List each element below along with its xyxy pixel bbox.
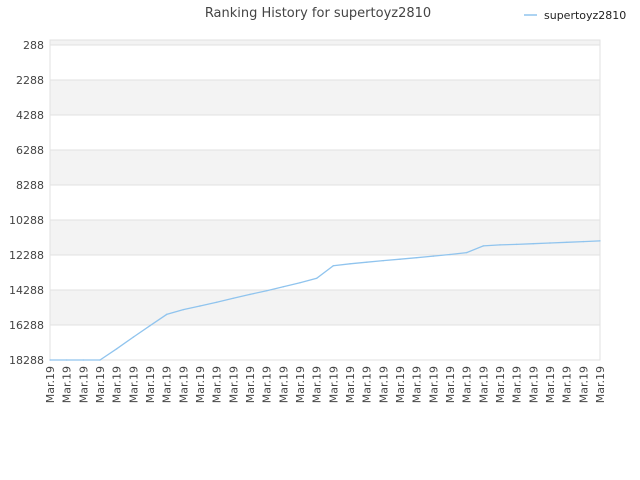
chart-title: Ranking History for supertoyz2810 xyxy=(205,6,431,21)
data-point xyxy=(232,297,235,300)
data-point xyxy=(199,305,201,307)
x-tick-label: Mar.19 xyxy=(561,366,574,403)
data-point xyxy=(499,244,501,246)
plot-band xyxy=(50,80,600,115)
x-tick-label: Mar.19 xyxy=(127,366,140,403)
data-point xyxy=(415,256,418,259)
data-point xyxy=(432,255,435,257)
y-tick-label: 4288 xyxy=(16,109,44,122)
data-point xyxy=(115,348,118,350)
x-tick-label: Mar.19 xyxy=(444,366,457,403)
data-point xyxy=(165,313,168,316)
data-point xyxy=(99,359,101,361)
data-point xyxy=(365,261,368,264)
data-point xyxy=(482,245,485,247)
x-tick-label: Mar.19 xyxy=(394,366,407,403)
data-point xyxy=(315,277,318,280)
plot-band xyxy=(50,325,600,360)
y-tick-label: 14288 xyxy=(9,284,44,297)
x-tick-label: Mar.19 xyxy=(244,366,257,403)
x-tick-label: Mar.19 xyxy=(461,366,474,403)
y-tick-label: 16288 xyxy=(9,319,44,332)
x-tick-label: Mar.19 xyxy=(294,366,307,403)
x-tick-label: Mar.19 xyxy=(94,366,107,403)
x-tick-label: Mar.19 xyxy=(194,366,207,403)
y-tick-label: 8288 xyxy=(16,179,44,192)
x-tick-label: Mar.19 xyxy=(261,366,274,403)
plot-band xyxy=(50,290,600,325)
series-group xyxy=(49,240,601,361)
plot-border xyxy=(49,39,601,361)
x-tick-label: Mar.19 xyxy=(227,366,240,403)
plot-band xyxy=(50,220,600,255)
x-tick-label: Mar.19 xyxy=(77,366,90,403)
data-point xyxy=(132,336,135,338)
x-tick-label: Mar.19 xyxy=(61,366,74,403)
x-axis-ticks: Mar.19 Mar.19 Mar.19 Mar.19 Mar.19 Mar.19 Mar.… xyxy=(44,366,607,403)
y-tick-label: 2288 xyxy=(16,74,44,87)
plot-band xyxy=(50,185,600,220)
y-tick-label: 18288 xyxy=(9,354,44,367)
x-tick-label: Mar.19 xyxy=(511,366,524,403)
plot-bands xyxy=(50,40,600,360)
x-tick-label: Mar.19 xyxy=(494,366,507,403)
gridlines xyxy=(49,39,601,361)
data-point xyxy=(149,324,151,327)
data-point xyxy=(449,253,451,256)
x-tick-label: Mar.19 xyxy=(577,366,590,403)
data-point xyxy=(349,262,351,265)
legend: supertoyz2810 xyxy=(524,9,626,22)
plot-band xyxy=(50,150,600,185)
data-point xyxy=(49,359,51,361)
data-point xyxy=(515,243,518,246)
data-point xyxy=(532,242,535,245)
plot-band-top xyxy=(50,40,600,45)
data-point xyxy=(215,301,218,304)
data-point xyxy=(382,259,385,262)
x-tick-label: Mar.19 xyxy=(144,366,157,403)
x-tick-label: Mar.19 xyxy=(427,366,440,403)
data-point xyxy=(465,251,468,254)
data-point xyxy=(549,242,551,244)
x-tick-label: Mar.19 xyxy=(111,366,124,403)
data-point xyxy=(265,289,268,292)
x-tick-label: Mar.19 xyxy=(277,366,290,403)
x-tick-label: Mar.19 xyxy=(344,366,357,403)
x-tick-label: Mar.19 xyxy=(361,366,374,403)
data-point xyxy=(565,241,568,244)
data-point xyxy=(65,359,68,361)
data-point xyxy=(399,258,401,261)
data-point xyxy=(599,240,601,242)
y-tick-label: 288 xyxy=(23,39,44,52)
data-point xyxy=(582,240,585,243)
series-line xyxy=(50,240,601,361)
data-point xyxy=(182,308,185,311)
x-tick-label: Mar.19 xyxy=(477,366,490,403)
y-axis-ticks: 288 2288 4288 6288 8288 10288 12288 14288 16288 1… xyxy=(9,39,44,367)
x-tick-label: Mar.19 xyxy=(177,366,190,403)
y-tick-label: 6288 xyxy=(16,144,44,157)
x-tick-label: Mar.19 xyxy=(594,366,607,403)
x-tick-label: Mar.19 xyxy=(527,366,540,403)
plot-band xyxy=(50,45,600,80)
data-point xyxy=(82,359,85,361)
x-tick-label: Mar.19 xyxy=(44,366,57,403)
data-point xyxy=(299,281,301,284)
x-tick-label: Mar.19 xyxy=(327,366,340,403)
x-tick-label: Mar.19 xyxy=(311,366,324,403)
data-point xyxy=(332,264,335,267)
y-tick-label: 12288 xyxy=(9,249,44,262)
x-tick-label: Mar.19 xyxy=(211,366,224,403)
x-tick-label: Mar.19 xyxy=(377,366,390,403)
x-tick-label: Mar.19 xyxy=(411,366,424,403)
x-tick-label: Mar.19 xyxy=(544,366,557,403)
data-point xyxy=(249,293,251,296)
data-point xyxy=(282,285,285,288)
y-tick-label: 10288 xyxy=(9,214,44,227)
legend-label: supertoyz2810 xyxy=(544,9,626,22)
plot-band xyxy=(50,115,600,150)
x-tick-label: Mar.19 xyxy=(161,366,174,403)
